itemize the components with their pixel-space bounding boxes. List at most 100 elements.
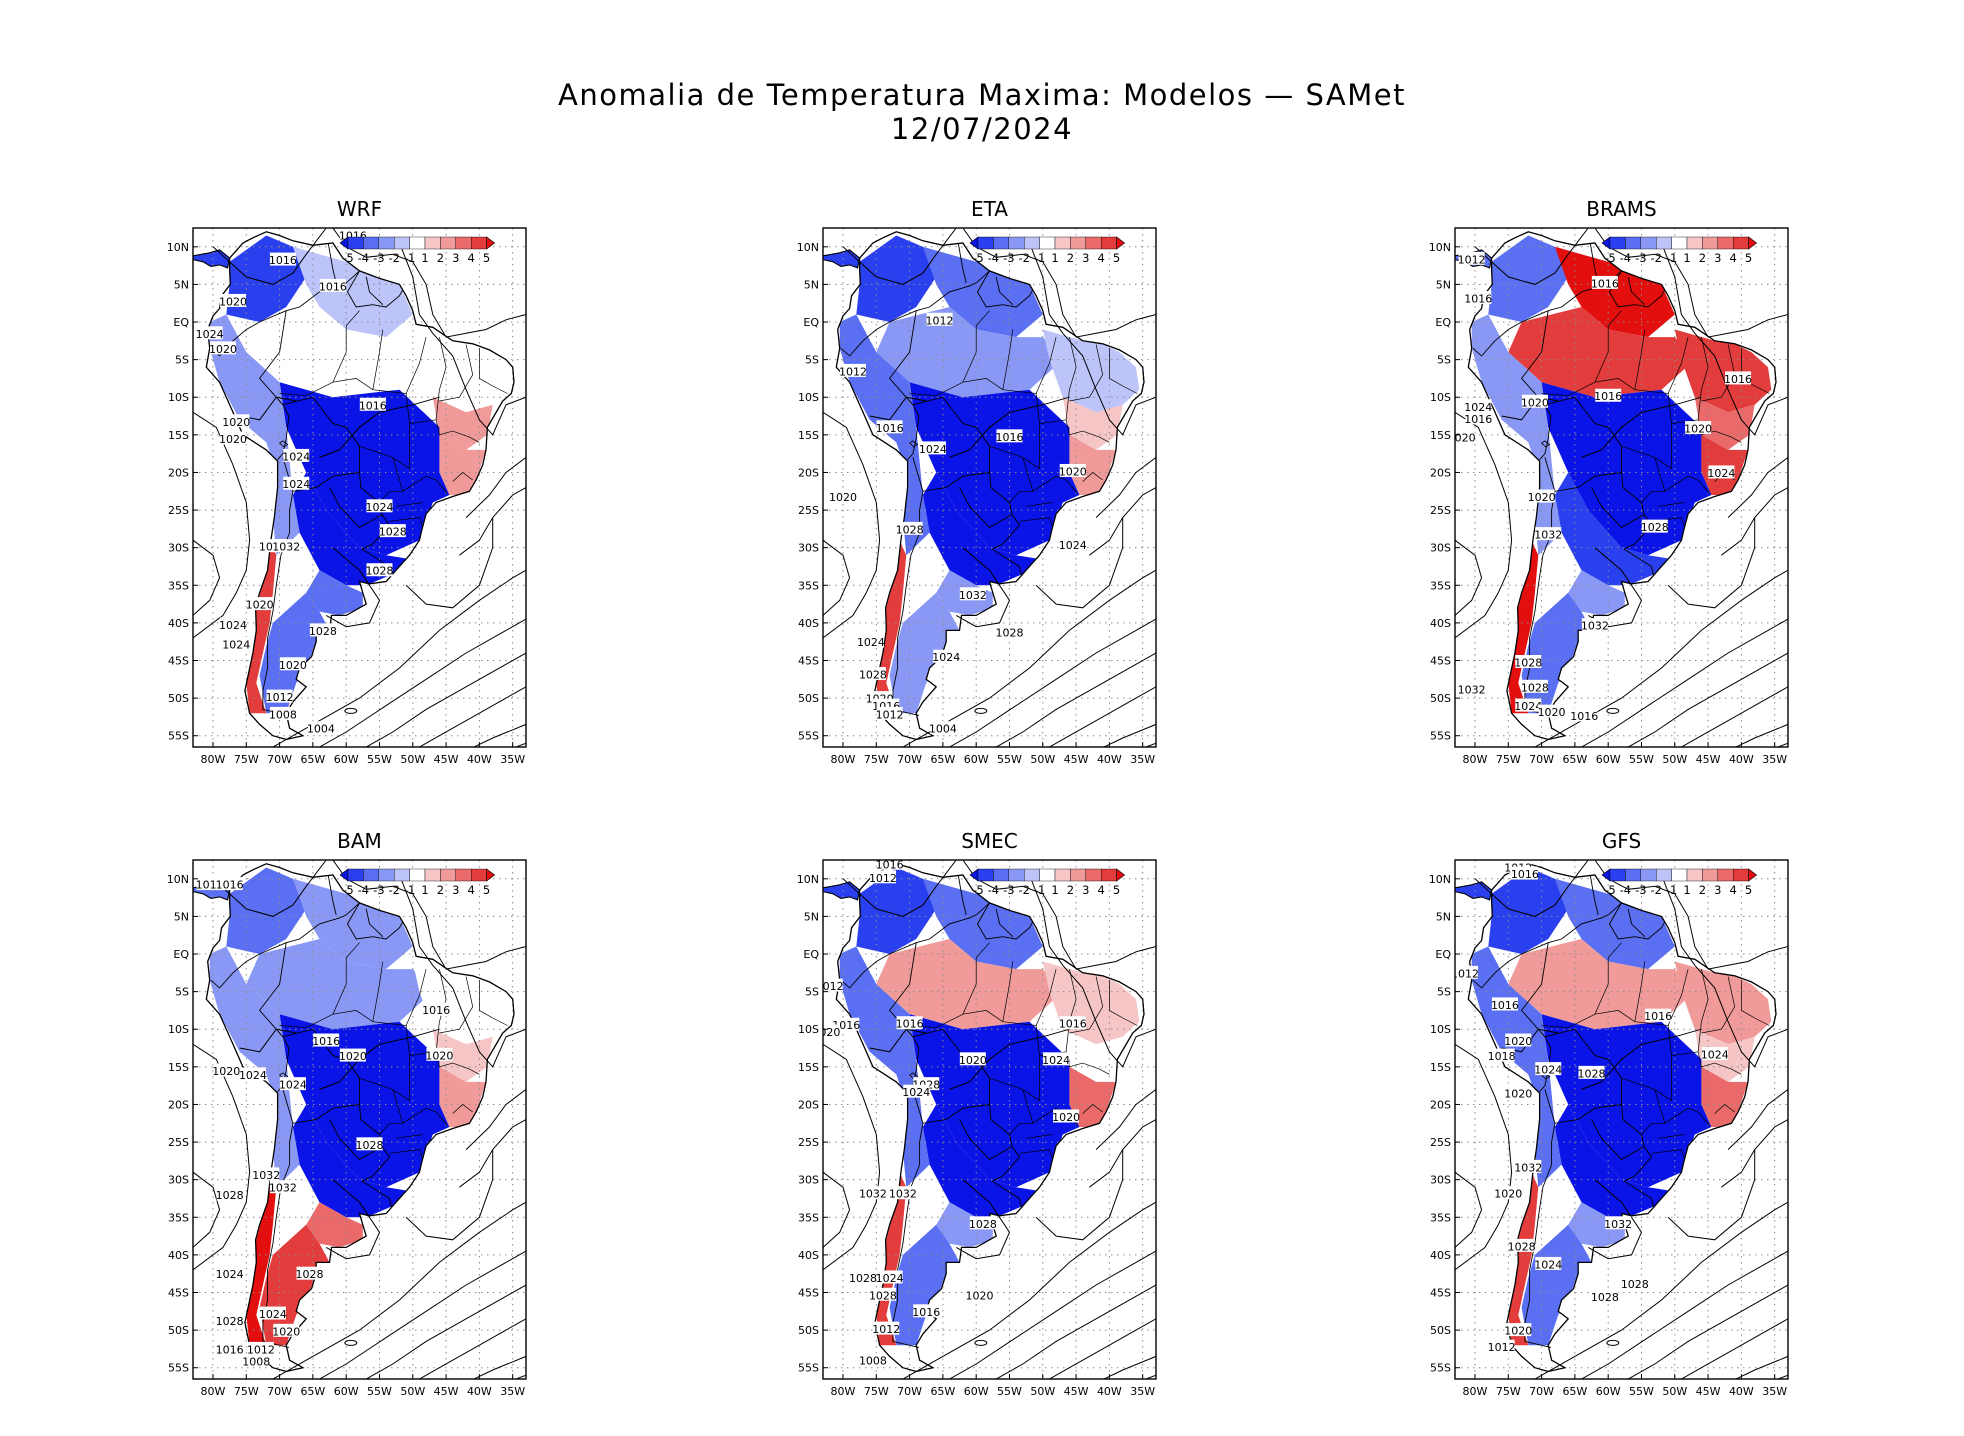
colorbar-label: 1	[1683, 883, 1690, 897]
lat-label: EQ	[803, 316, 819, 329]
lon-label: 40W	[1729, 753, 1754, 766]
lat-label: 55S	[1430, 730, 1451, 743]
isobar-label-bg	[253, 1167, 280, 1181]
lat-label: 50S	[1430, 692, 1451, 705]
anomaly-field	[206, 863, 514, 1372]
lat-label: 35S	[1430, 1211, 1451, 1224]
colorbar-swatch	[409, 236, 426, 250]
colorbar-swatch	[1702, 236, 1719, 250]
lon-label: 65W	[930, 753, 955, 766]
isobar-label-bg	[966, 1287, 993, 1301]
isobar-label: 1012	[1458, 253, 1486, 266]
axis-labels: 10N 5N EQ 5S 10S 15S 20S 25S 30S 35S 40S 45S 50S 55S 8…	[167, 241, 525, 766]
lat-label: 15S	[168, 1061, 189, 1074]
isobar-label: 1016	[269, 254, 297, 267]
isobar-label-bg	[1465, 411, 1492, 425]
isobar-label-bg	[269, 1180, 296, 1194]
lat-label: 5S	[175, 354, 189, 367]
isobar-label: 1028	[869, 1289, 897, 1302]
isobar-label: 1028	[1578, 1067, 1606, 1080]
isobar-label-bg	[309, 623, 336, 637]
isobar-label: 1020	[339, 1050, 367, 1063]
colorbar-label: 5	[483, 883, 490, 897]
isobar-label-bg	[1505, 1086, 1532, 1100]
lat-label: 15S	[168, 429, 189, 442]
isobar-label: 1028	[1621, 1278, 1649, 1291]
isobar-label-bg	[1535, 527, 1562, 541]
coastline	[1467, 863, 1777, 1373]
lat-label: 5S	[175, 986, 189, 999]
isobar-label: 1028	[849, 1272, 877, 1285]
isobar-label-bg	[1725, 371, 1752, 385]
isobar-label-bg	[823, 978, 843, 992]
figure-date: 12/07/2024	[890, 112, 1074, 146]
colorbar-label: 2	[1699, 883, 1706, 897]
isobar-label: 1024	[1707, 467, 1735, 480]
isobar-label: 1020	[1052, 1111, 1080, 1124]
colorbar-label: 1	[421, 883, 428, 897]
isobar-label: 1020	[222, 416, 250, 429]
isobar-label-bg	[1701, 1047, 1728, 1061]
isobar-label-bg	[313, 1033, 340, 1047]
lat-label: 10S	[168, 391, 189, 404]
lat-label: 5N	[1436, 278, 1451, 291]
isobar-label: 1024	[857, 636, 885, 649]
isobar-label-bg	[1488, 1048, 1515, 1062]
isobar-label-bg	[296, 1266, 323, 1280]
colorbar-swatch	[1008, 868, 1025, 882]
isobar-label: 1016	[1594, 390, 1622, 403]
colorbar-swatch	[378, 236, 395, 250]
colorbar-label: 4	[1730, 251, 1737, 265]
isobar-label-bg	[283, 448, 310, 462]
isobar-label-bg	[959, 1052, 986, 1066]
isobar-label-bg	[366, 499, 393, 513]
anomaly-region-northeast	[432, 397, 493, 450]
anomaly-region-amazon	[246, 307, 433, 398]
lake-titicaca	[1540, 440, 1551, 448]
isobar-label: 1016	[1491, 999, 1519, 1012]
lon-label: 35W	[500, 753, 525, 766]
isobar-label: 1016	[1059, 1018, 1087, 1031]
anomaly-region-southeast	[1701, 1066, 1748, 1127]
isobar-label-bg	[1511, 866, 1538, 880]
lon-label: 60W	[334, 1385, 359, 1398]
lat-label: 10N	[167, 241, 189, 254]
isobar-label-bg	[219, 617, 246, 631]
anomaly-region-central	[909, 1014, 1080, 1188]
isobar-label: 1020	[1538, 706, 1566, 719]
isobar-label: 1024	[282, 478, 310, 491]
colorbar-swatch	[1717, 868, 1734, 882]
colorbar-label: 5	[1745, 251, 1752, 265]
country-borders	[1472, 242, 1770, 716]
lon-label: 35W	[500, 1385, 525, 1398]
panel-title: GFS	[1602, 829, 1641, 853]
anomaly-field	[836, 863, 1144, 1372]
colorbar-swatch	[1640, 236, 1657, 250]
colorbar-swatch	[1656, 236, 1672, 250]
colorbar-swatch	[1640, 868, 1657, 882]
lon-label: 55W	[997, 753, 1022, 766]
isobar-label-bg	[219, 293, 246, 307]
coastline	[1467, 231, 1777, 741]
lon-label: 70W	[1529, 753, 1554, 766]
isobar-label: 1020	[1059, 465, 1087, 478]
lat-label: 10N	[1429, 873, 1451, 886]
isobar-label: 1016	[995, 431, 1023, 444]
isobar-label: 1020	[829, 491, 857, 504]
anomaly-region-east	[412, 329, 510, 413]
colorbar-swatch	[1039, 868, 1056, 882]
colorbar-swatch	[1656, 868, 1672, 882]
colorbar-label: -2	[1018, 883, 1029, 897]
lat-label: 30S	[1430, 1174, 1451, 1187]
isobar-label: 1024	[919, 443, 947, 456]
isobar-label: 1016	[1591, 277, 1619, 290]
isobar-label: 1020	[959, 1054, 987, 1067]
isobar-label: 1012	[876, 708, 904, 721]
isobar-label: 1032	[859, 1188, 887, 1201]
isobar-label-bg	[857, 634, 884, 648]
isobar-label-bg	[339, 1048, 366, 1062]
isobar-label: 1028	[995, 626, 1023, 639]
lon-label: 40W	[1097, 1385, 1122, 1398]
isobar-label-bg	[246, 597, 273, 611]
